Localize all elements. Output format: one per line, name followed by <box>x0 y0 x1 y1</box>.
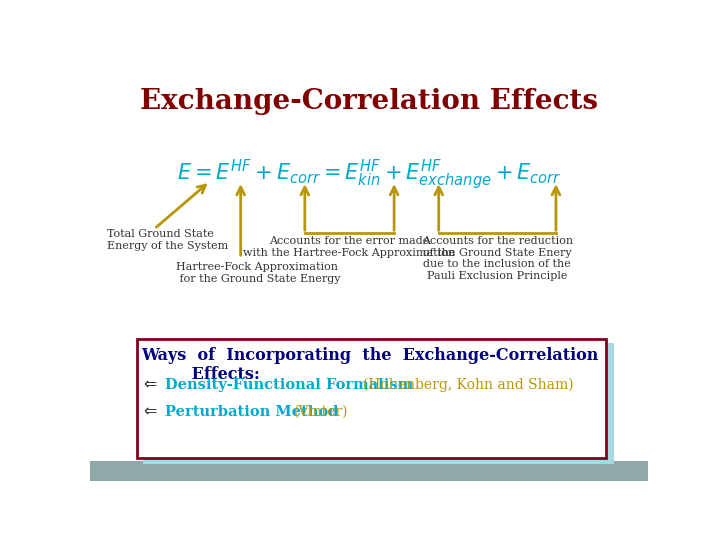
Text: Perturbation Method: Perturbation Method <box>166 405 338 419</box>
Text: Hartree-Fock Approximation
 for the Ground State Energy: Hartree-Fock Approximation for the Groun… <box>176 262 341 284</box>
Text: Accounts for the error made
with the Hartree-Fock Approximation: Accounts for the error made with the Har… <box>243 236 456 258</box>
Bar <box>90 461 648 481</box>
Text: Accounts for the reduction
of the Ground State Enery
due to the inclusion of the: Accounts for the reduction of the Ground… <box>422 236 573 281</box>
Text: ⇐: ⇐ <box>143 404 157 420</box>
Text: Total Ground State
Energy of the System: Total Ground State Energy of the System <box>107 229 228 251</box>
Text: Density-Functional Formalism: Density-Functional Formalism <box>166 378 413 392</box>
Text: ⇐: ⇐ <box>143 377 157 393</box>
Text: $\mathit{E} = \mathit{E}^{HF} + \mathit{E}_{corr} = \mathit{E}^{HF}_{kin} + \mat: $\mathit{E} = \mathit{E}^{HF} + \mathit{… <box>176 158 562 192</box>
Text: (Vinter): (Vinter) <box>294 405 348 419</box>
Text: Ways  of  Incorporating  the  Exchange-Correlation
         Effects:: Ways of Incorporating the Exchange-Corre… <box>141 347 599 383</box>
Text: (Hohenberg, Kohn and Sham): (Hohenberg, Kohn and Sham) <box>364 378 574 392</box>
FancyBboxPatch shape <box>144 344 613 463</box>
Text: Exchange-Correlation Effects: Exchange-Correlation Effects <box>140 88 598 115</box>
FancyBboxPatch shape <box>138 339 606 458</box>
